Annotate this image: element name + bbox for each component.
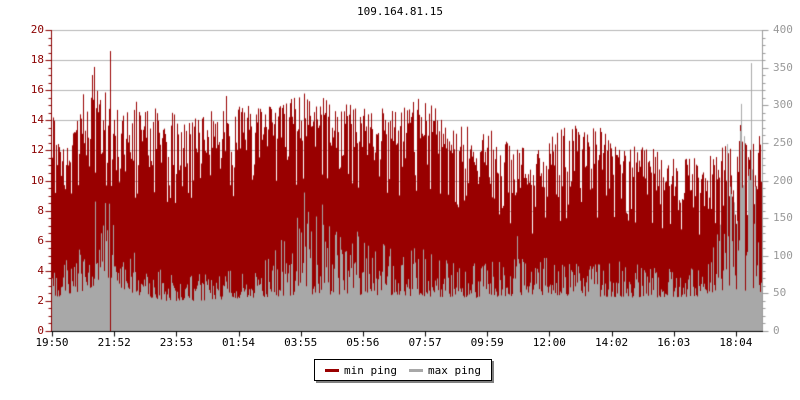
x-tick-label: 18:04 <box>719 336 753 349</box>
y-left-tick-label: 4 <box>37 263 44 277</box>
y-right-tick-label: 150 <box>773 211 793 225</box>
legend-label-min-ping: min ping <box>344 363 397 377</box>
y-left-tick-label: 6 <box>37 233 44 247</box>
x-tick-label: 19:50 <box>35 336 69 349</box>
legend-item-min-ping: min ping <box>325 364 397 377</box>
y-right-tick-label: 350 <box>773 60 793 74</box>
x-tick-label: 16:03 <box>657 336 691 349</box>
x-tick-label: 09:59 <box>470 336 504 349</box>
x-tick-label: 07:57 <box>408 336 442 349</box>
chart-title: 109.164.81.15 <box>356 5 444 18</box>
y-right-tick-label: 250 <box>773 135 793 149</box>
legend-swatch-max-ping <box>408 368 423 372</box>
chart-legend: min ping max ping <box>314 359 492 381</box>
y-right-tick-label: 300 <box>773 98 793 112</box>
x-tick-label: 14:02 <box>594 336 629 349</box>
y-left-tick-label: 20 <box>30 23 44 36</box>
x-tick-label: 21:52 <box>97 336 131 349</box>
y-left-tick-label: 8 <box>37 203 44 217</box>
y-right-tick-label: 100 <box>773 248 793 262</box>
y-left-tick-label: 12 <box>30 143 44 157</box>
y-right-tick-label: 0 <box>773 324 780 337</box>
x-tick-label: 03:55 <box>284 336 318 349</box>
legend-label-max-ping: max ping <box>427 363 481 377</box>
x-tick-label: 01:54 <box>221 336 256 349</box>
y-right-tick-label: 400 <box>773 23 793 36</box>
x-tick-label: 05:56 <box>346 336 380 349</box>
y-left-tick-label: 14 <box>30 113 44 127</box>
y-left-tick-label: 18 <box>30 53 44 67</box>
y-left-tick-label: 0 <box>37 324 44 337</box>
y-left-tick-label: 2 <box>37 293 44 307</box>
y-right-tick-label: 50 <box>773 286 787 300</box>
y-left-tick-label: 10 <box>30 173 44 187</box>
legend-item-max-ping: max ping <box>408 363 481 377</box>
x-tick-label: 23:53 <box>159 336 193 349</box>
y-left-tick-label: 16 <box>30 83 44 97</box>
x-tick-label: 12:00 <box>532 336 566 349</box>
legend-swatch-min-ping <box>325 368 339 372</box>
y-right-tick-label: 200 <box>773 173 793 187</box>
